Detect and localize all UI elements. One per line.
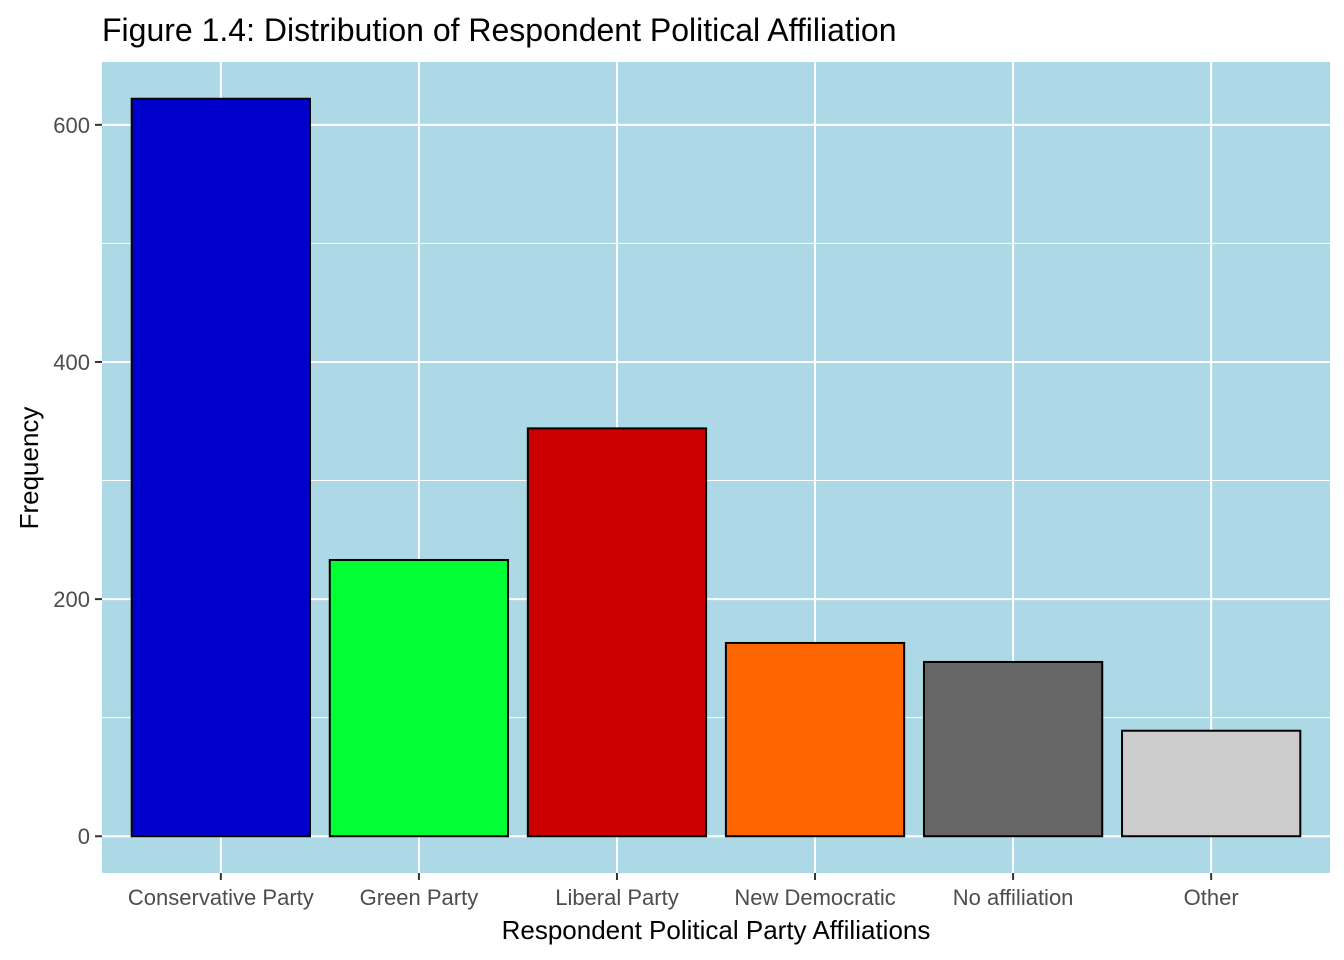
bar — [130, 97, 311, 838]
bars — [130, 97, 1302, 838]
y-tick-label: 200 — [53, 587, 90, 612]
x-tick-label: No affiliation — [953, 885, 1074, 910]
x-axis-title: Respondent Political Party Affiliations — [502, 915, 931, 945]
bar — [922, 660, 1104, 838]
x-tick-label: Green Party — [360, 885, 479, 910]
x-axis: Conservative Party Green Party Liberal Par… — [128, 873, 1239, 910]
y-axis: 0 200 400 600 — [53, 113, 102, 849]
x-tick-label: Conservative Party — [128, 885, 314, 910]
y-tick-label: 600 — [53, 113, 90, 138]
bar — [526, 427, 708, 838]
y-tick-label: 400 — [53, 350, 90, 375]
x-tick-label: Liberal Party — [555, 885, 679, 910]
y-axis-title: Frequency — [14, 407, 44, 530]
bar — [328, 558, 510, 838]
x-tick-label: Other — [1184, 885, 1239, 910]
bar — [1121, 729, 1302, 838]
x-tick-label: New Democratic — [734, 885, 895, 910]
chart-title: Figure 1.4: Distribution of Respondent P… — [102, 12, 897, 48]
y-tick-label: 0 — [78, 824, 90, 849]
bar — [724, 641, 906, 838]
